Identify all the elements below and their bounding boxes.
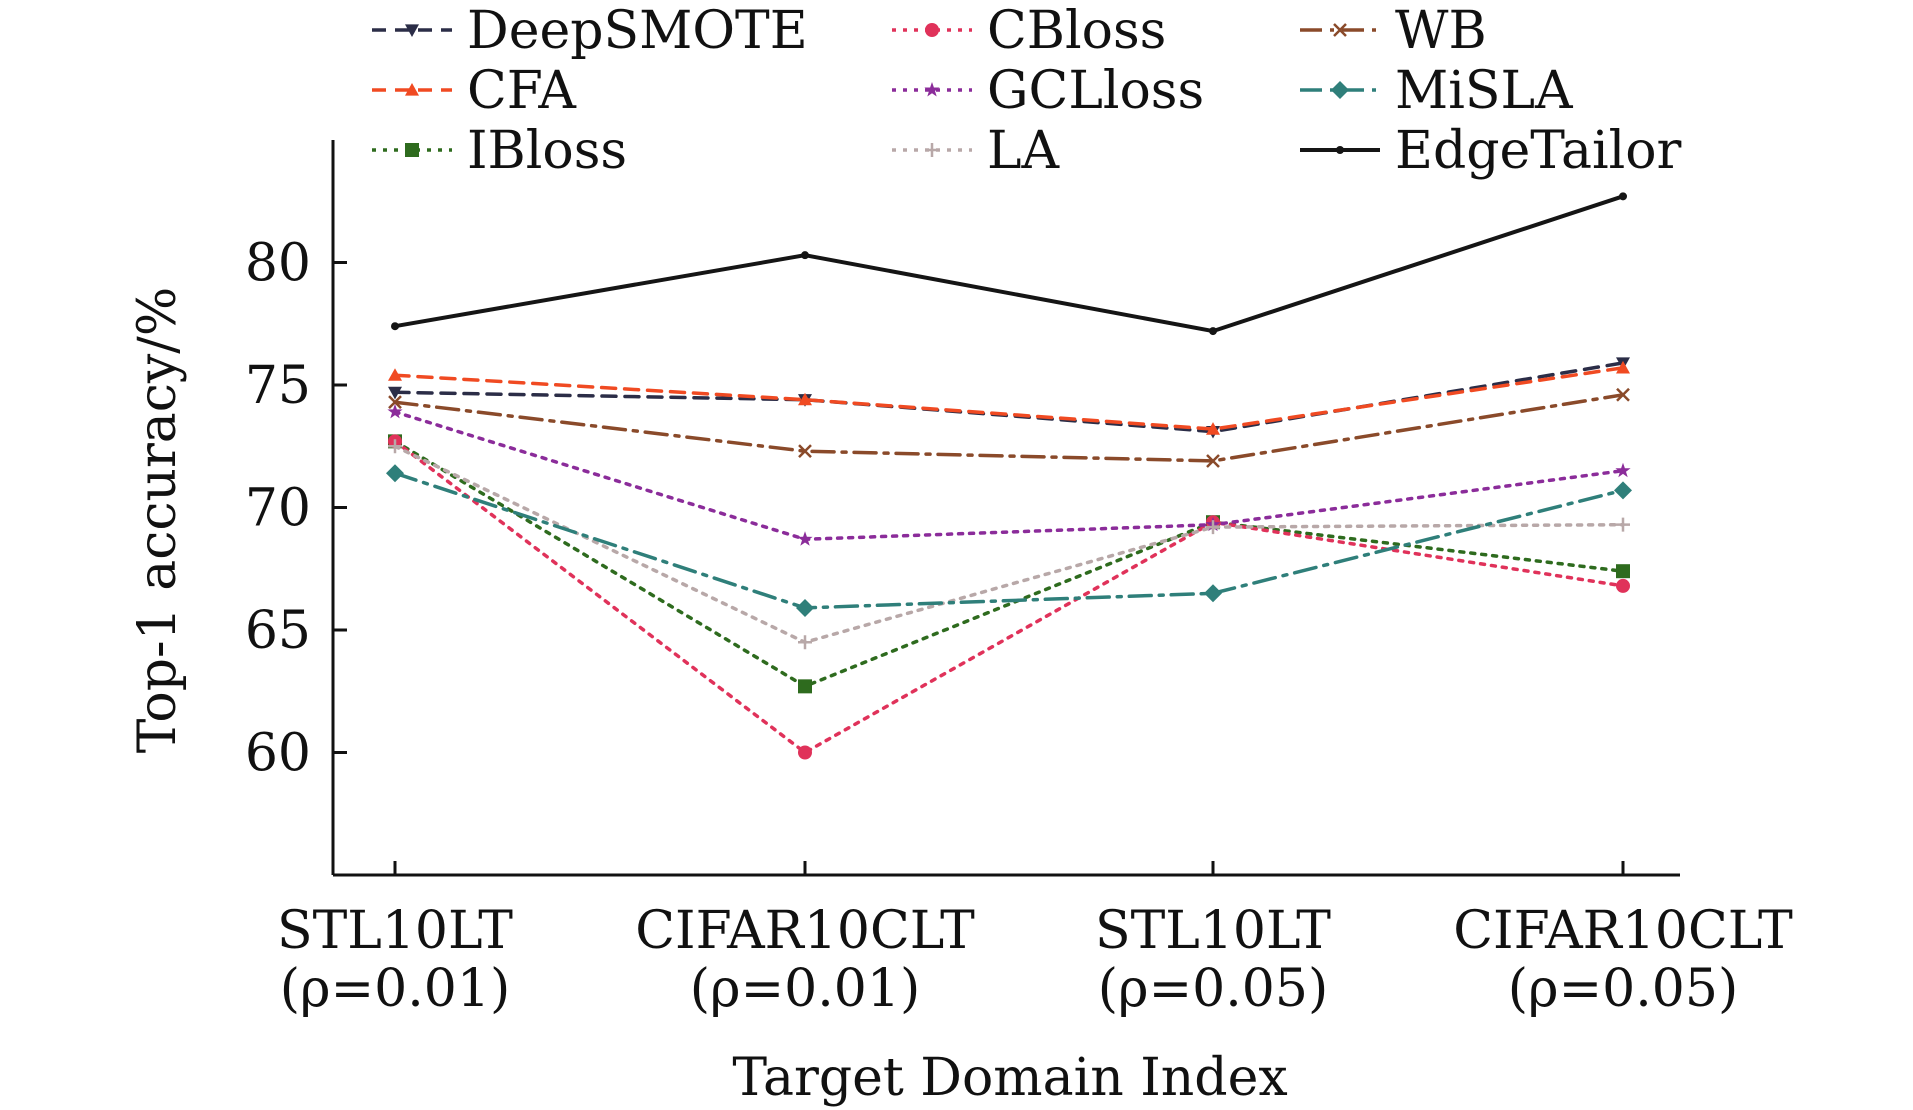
data-point-la [1206,520,1220,535]
data-point-gclloss [387,403,403,419]
x-tick-label: (ρ=0.01) [280,959,511,1019]
data-point-ibloss [1616,564,1630,579]
data-point-cfa [388,368,402,381]
legend-label: GCLloss [987,61,1204,121]
series-layer [386,192,1632,760]
y-tick-label: 60 [245,724,311,784]
axes: 6065707580STL10LT(ρ=0.01)CIFAR10CLT(ρ=0.… [245,140,1793,1019]
legend-label: CBloss [987,1,1166,61]
legend-marker [1336,146,1344,154]
data-point-deepsmote [388,386,402,400]
legend-label: WB [1395,1,1487,61]
data-point-edgetailor [1209,327,1217,336]
legend-label: IBloss [467,121,627,181]
data-point-la [1616,517,1630,532]
data-point-cbloss [1616,578,1630,593]
y-axis-title: Top-1 accuracy/% [128,287,188,753]
x-tick-label: STL10LT [1095,901,1331,961]
data-point-edgetailor [391,322,399,331]
legend-marker [924,82,940,97]
data-point-misla [1204,584,1222,603]
legend-marker [405,83,419,96]
series-line-la [393,444,1625,645]
x-tick-label: (ρ=0.05) [1508,959,1739,1019]
data-point-edgetailor [1619,192,1627,201]
legend-label: DeepSMOTE [467,1,808,61]
series-ibloss [388,434,1630,694]
data-point-ibloss [798,679,812,694]
data-point-misla [386,464,404,483]
data-point-wb [1206,454,1220,468]
legend-label: CFA [467,61,577,121]
legend-label: LA [987,121,1061,181]
data-point-wb [1616,387,1630,402]
legend-marker [1331,81,1349,99]
series-line-cbloss [393,439,1625,755]
legend-item-edgetailor: EdgeTailor [1300,121,1682,181]
y-tick-label: 70 [245,479,311,539]
series-misla [386,464,1632,617]
legend-label: EdgeTailor [1395,121,1682,181]
data-point-misla [796,598,814,617]
data-point-wb [798,444,812,459]
data-point-cfa [1206,422,1220,435]
legend-item-deepsmote: DeepSMOTE [372,1,808,61]
legend-marker [925,143,939,157]
data-point-la [798,635,812,650]
x-axis-title: Target Domain Index [732,1048,1287,1108]
x-tick-label: (ρ=0.05) [1098,959,1329,1019]
legend-item-gclloss: GCLloss [892,61,1204,121]
series-line-deepsmote [393,361,1625,434]
legend-marker [1333,23,1347,37]
legend-item-wb: WB [1300,1,1487,61]
legend-item-misla: MiSLA [1300,61,1574,121]
data-point-misla [1614,481,1632,500]
legend-item-cbloss: CBloss [892,1,1166,61]
legend-marker [925,23,939,37]
data-point-gclloss [1615,462,1631,478]
series-line-misla [393,471,1625,610]
series-cfa [388,360,1630,435]
series-line-gclloss [393,410,1625,542]
series-line-edgetailor [393,194,1625,334]
x-tick-label: STL10LT [277,901,513,961]
x-tick-label: CIFAR10CLT [1453,901,1793,961]
data-point-wb [388,395,402,410]
data-point-gclloss [797,531,813,546]
y-tick-label: 80 [245,234,311,294]
legend-marker [405,24,419,37]
legend-item-ibloss: IBloss [372,121,627,181]
legend-marker [405,143,419,157]
series-line-ibloss [393,439,1625,689]
series-cbloss [388,434,1630,760]
y-tick-label: 75 [245,356,311,416]
series-la [388,439,1630,650]
data-point-edgetailor [801,251,809,260]
series-line-wb [393,393,1625,463]
x-tick-label: (ρ=0.01) [690,959,921,1019]
x-tick-label: CIFAR10CLT [635,901,975,961]
series-wb [388,387,1630,468]
legend-label: MiSLA [1395,61,1574,121]
data-point-la [388,439,402,454]
data-point-cfa [798,392,812,406]
y-tick-label: 65 [245,601,311,661]
data-point-cfa [1616,360,1630,374]
legend-item-cfa: CFA [372,61,577,121]
legend-item-la: LA [892,121,1061,181]
data-point-cbloss [798,745,812,760]
series-edgetailor [391,192,1627,336]
series-line-cfa [393,366,1625,431]
series-deepsmote [388,357,1630,439]
